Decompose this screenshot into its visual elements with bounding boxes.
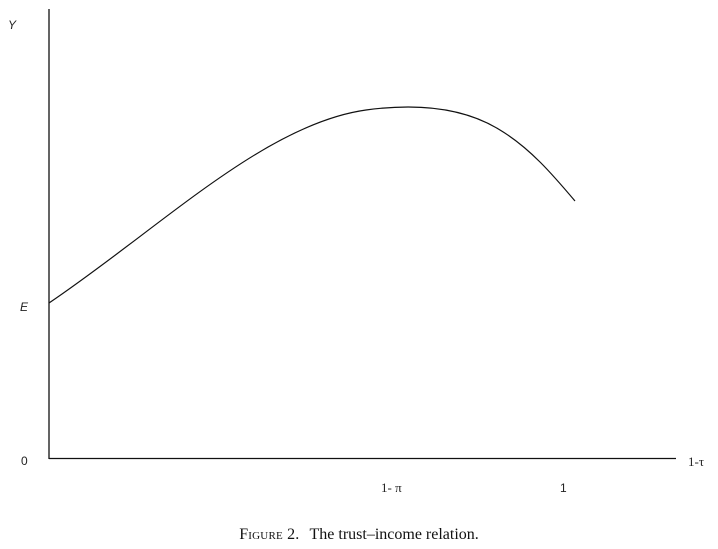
figure-number: Figure 2. bbox=[239, 526, 300, 543]
x-tick-label-peak: 1- π bbox=[381, 480, 402, 495]
y-tick-label-e: E bbox=[20, 300, 29, 314]
trust-income-curve bbox=[48, 106, 576, 304]
figure-caption: Figure 2. The trust–income relation. bbox=[0, 526, 718, 544]
figure-caption-text: The trust–income relation. bbox=[309, 526, 479, 543]
x-axis-label: 1-τ bbox=[688, 454, 704, 469]
x-tick-label-end: 1 bbox=[560, 481, 567, 495]
origin-label: 0 bbox=[21, 454, 28, 468]
y-axis-label: Y bbox=[8, 18, 17, 32]
